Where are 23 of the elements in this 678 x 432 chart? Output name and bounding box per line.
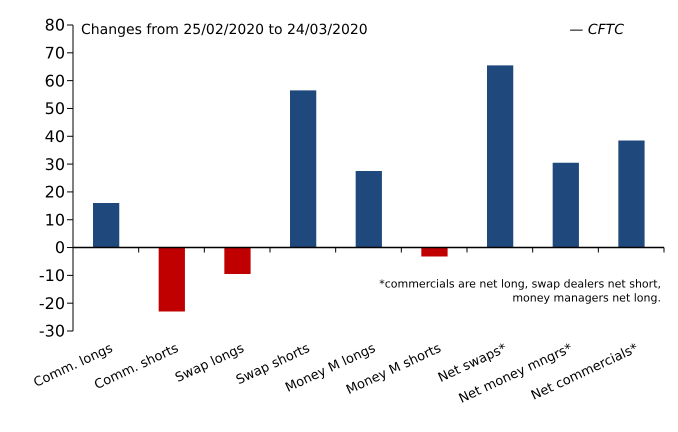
y-tick-label: 30 xyxy=(44,154,65,174)
y-tick-label: -10 xyxy=(38,266,65,286)
y-tick-label: -20 xyxy=(38,294,65,313)
y-tick-label: 70 xyxy=(44,44,65,62)
bar xyxy=(487,65,514,248)
y-tick-label: 10 xyxy=(44,210,65,230)
bar xyxy=(93,203,120,248)
chart-title: Changes from 25/02/2020 to 24/03/2020 xyxy=(81,22,368,38)
y-tick-label: 40 xyxy=(44,126,65,146)
annotation: *commercials are net long, swap dealers net short, money managers net long. xyxy=(379,278,661,305)
bar xyxy=(618,140,645,248)
bar xyxy=(552,162,579,248)
bar xyxy=(356,171,382,248)
y-tick-label: 20 xyxy=(44,182,65,202)
y-tick-label: 0 xyxy=(54,238,65,258)
bar xyxy=(290,90,316,248)
y-tick-label: 80 xyxy=(44,16,65,35)
y-tick-label: 60 xyxy=(44,71,65,90)
y-tick-label: -30 xyxy=(38,322,65,341)
y-tick-label: 50 xyxy=(44,99,65,118)
bar xyxy=(224,248,251,274)
annotation: — CFTC xyxy=(569,22,624,38)
bar xyxy=(158,248,185,312)
